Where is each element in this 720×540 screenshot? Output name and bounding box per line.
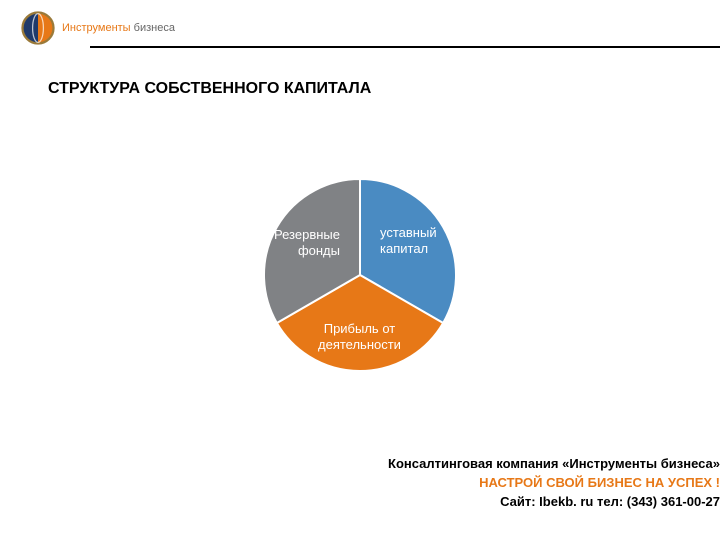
logo: Инструменты бизнеса — [20, 10, 720, 46]
logo-icon — [20, 10, 56, 46]
footer-line-3: Сайт: Ibekb. ru тел: (343) 361-00-27 — [388, 493, 720, 512]
pie-label-ustavnyy-l1: уставный — [380, 225, 437, 240]
pie-chart: уставныйкапитал Прибыль отдеятельности Рез… — [0, 145, 720, 425]
logo-text: Инструменты бизнеса — [62, 22, 175, 34]
logo-text-accent: Инструменты — [62, 22, 131, 34]
header-divider — [90, 46, 720, 48]
footer-line-1: Консалтинговая компания «Инструменты биз… — [388, 455, 720, 474]
pie-label-rezerv-l1: Резервные — [274, 227, 340, 242]
footer-line-2: НАСТРОЙ СВОЙ БИЗНЕС НА УСПЕХ ! — [388, 474, 720, 493]
page-title: СТРУКТУРА СОБСТВЕННОГО КАПИТАЛА — [48, 80, 371, 98]
logo-text-rest: бизнеса — [131, 22, 175, 34]
pie-label-pribyl: Прибыль отдеятельности — [318, 321, 401, 354]
pie-label-rezerv-l2: фонды — [298, 243, 340, 258]
pie-label-ustavnyy-l2: капитал — [380, 241, 428, 256]
header: Инструменты бизнеса — [20, 10, 720, 60]
page-root: Инструменты бизнеса СТРУКТУРА СОБСТВЕННО… — [0, 0, 720, 540]
pie-label-ustavnyy: уставныйкапитал — [380, 225, 437, 258]
pie-label-pribyl-l2: деятельности — [318, 337, 401, 352]
footer: Консалтинговая компания «Инструменты биз… — [388, 455, 720, 512]
pie-label-pribyl-l1: Прибыль от — [324, 321, 396, 336]
pie-label-rezerv: Резервныефонды — [274, 227, 340, 260]
